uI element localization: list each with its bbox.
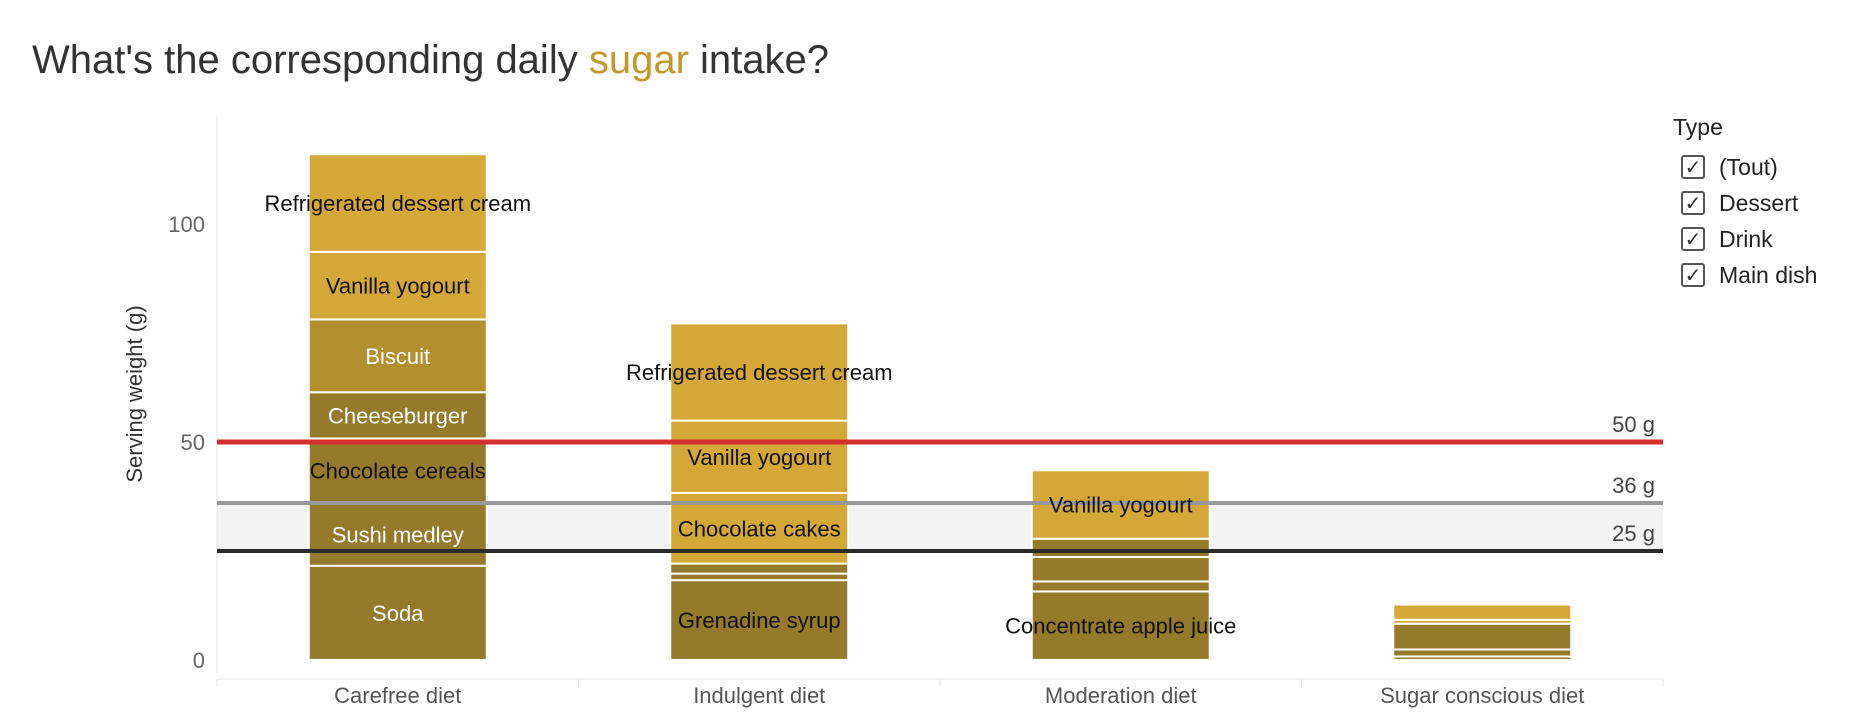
- bar-segment-label: Chocolate cereals: [310, 459, 486, 484]
- y-tick-label: 100: [168, 212, 205, 237]
- checkmark-icon: ✓: [1684, 155, 1702, 179]
- bar-segment[interactable]: [1030, 590, 1211, 661]
- checkbox-dessert[interactable]: ✓: [1681, 191, 1705, 215]
- bar-segment-label: Concentrate apple juice: [1005, 614, 1236, 639]
- checkbox-main-dish[interactable]: ✓: [1681, 263, 1705, 287]
- checkbox-drink[interactable]: ✓: [1681, 227, 1705, 251]
- bar-segment[interactable]: [1030, 556, 1211, 583]
- reference-line-label: 25 g: [1612, 521, 1655, 546]
- bar-segment-label: Grenadine syrup: [678, 608, 841, 633]
- legend-title: Type: [1673, 114, 1723, 140]
- legend-label-all: (Tout): [1719, 153, 1778, 180]
- checkbox-all[interactable]: ✓: [1681, 155, 1705, 179]
- bar-segment[interactable]: [1392, 622, 1573, 651]
- x-category-label: Carefree diet: [334, 683, 461, 708]
- reference-line-label: 50 g: [1612, 412, 1655, 437]
- legend-label-dessert: Dessert: [1719, 189, 1799, 216]
- bar-segment-label: Vanilla yogourt: [326, 274, 470, 299]
- bar-segment[interactable]: [669, 579, 850, 661]
- bar-segment-label: Refrigerated dessert cream: [626, 360, 893, 385]
- y-tick-label: 0: [193, 648, 205, 673]
- checkmark-icon: ✓: [1684, 263, 1702, 287]
- legend-item-drink[interactable]: ✓ Drink: [1673, 221, 1817, 257]
- bar-segment[interactable]: [669, 562, 850, 575]
- title-text-after: intake?: [688, 38, 829, 82]
- legend-label-main-dish: Main dish: [1719, 261, 1818, 288]
- x-category-label: Sugar conscious diet: [1380, 683, 1584, 708]
- bar-segment[interactable]: [307, 501, 488, 567]
- y-tick-label: 50: [181, 430, 205, 455]
- bar-segment[interactable]: [1030, 580, 1211, 593]
- bar-segment[interactable]: [307, 318, 488, 394]
- bar-segment[interactable]: [669, 322, 850, 422]
- title-text-before: What's the corresponding daily: [32, 38, 589, 82]
- legend-item-all[interactable]: ✓ (Tout): [1673, 149, 1817, 185]
- type-filter-legend: Type ✓ (Tout) ✓ Dessert ✓ Drink ✓ Main d…: [1673, 114, 1817, 293]
- y-axis-label: Serving weight (g): [122, 305, 147, 482]
- bar-segment-label: Chocolate cakes: [678, 516, 841, 541]
- title-highlight-word: sugar: [588, 38, 689, 82]
- legend-item-dessert[interactable]: ✓ Dessert: [1673, 185, 1817, 221]
- bar-segment[interactable]: [669, 419, 850, 494]
- bar-segment[interactable]: [1392, 603, 1573, 621]
- x-category-label: Indulgent diet: [693, 683, 825, 708]
- checkmark-icon: ✓: [1684, 191, 1702, 215]
- chart-title: What's the corresponding daily sugar int…: [32, 38, 829, 83]
- bar-segment-label: Soda: [372, 601, 424, 626]
- checkmark-icon: ✓: [1684, 227, 1702, 251]
- bar-segment-label: Sushi medley: [332, 522, 464, 547]
- legend-item-main-dish[interactable]: ✓ Main dish: [1673, 257, 1817, 293]
- bar-segment[interactable]: [307, 153, 488, 253]
- bar-segment[interactable]: [307, 391, 488, 440]
- reference-line-label: 36 g: [1612, 473, 1655, 498]
- bar-segment[interactable]: [1392, 648, 1573, 658]
- bar-segment[interactable]: [1030, 537, 1211, 559]
- bar-segment-label: Biscuit: [365, 344, 430, 369]
- bar-segment-label: Vanilla yogourt: [1049, 493, 1193, 518]
- bar-segment[interactable]: [307, 250, 488, 321]
- bar-segment-label: Refrigerated dessert cream: [264, 191, 531, 216]
- bar-segment-label: Vanilla yogourt: [687, 445, 831, 470]
- x-category-label: Moderation diet: [1045, 683, 1197, 708]
- legend-label-drink: Drink: [1719, 225, 1773, 252]
- bar-segment[interactable]: [307, 437, 488, 504]
- bar-segment-label: Cheeseburger: [328, 403, 467, 428]
